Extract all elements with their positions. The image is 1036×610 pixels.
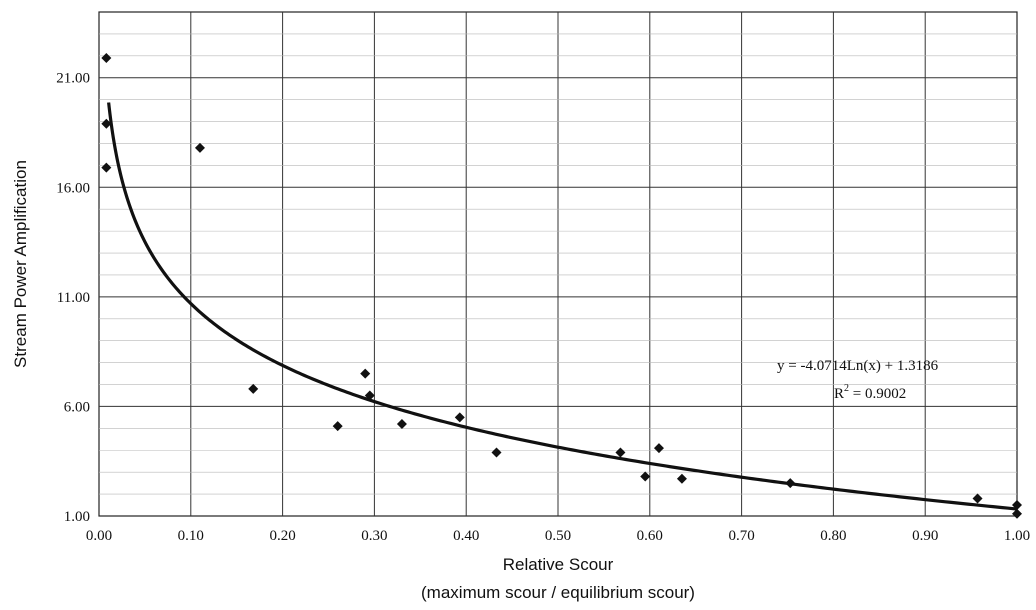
r-squared-value: = 0.9002 — [849, 386, 906, 402]
data-point — [364, 390, 375, 401]
y-tick-labels: 1.00 6.00 11.00 16.00 21.00 — [56, 71, 90, 525]
trendline-equation: y = -4.0714Ln(x) + 1.3186 — [777, 358, 939, 374]
x-tick-label: 0.80 — [820, 528, 846, 544]
x-tick-label: 0.20 — [269, 528, 295, 544]
x-tick-label: 1.00 — [1004, 528, 1030, 544]
x-tick-label: 0.70 — [728, 528, 754, 544]
x-tick-label: 0.90 — [912, 528, 938, 544]
data-point — [194, 142, 205, 153]
data-point — [101, 162, 112, 173]
x-tick-label: 0.60 — [637, 528, 663, 544]
y-tick-label: 6.00 — [64, 399, 90, 415]
data-point — [676, 473, 687, 484]
x-tick-label: 0.10 — [178, 528, 204, 544]
x-tick-labels: 0.00 0.10 0.20 0.30 0.40 0.50 0.60 0.70 0.80 0.90… — [86, 528, 1030, 544]
data-point — [332, 421, 343, 432]
r-squared-label: R2 = 0.9002 — [834, 383, 906, 402]
y-tick-label: 21.00 — [56, 71, 90, 87]
data-point — [1012, 500, 1022, 511]
data-point — [972, 493, 983, 504]
data-point — [785, 478, 796, 489]
data-point — [360, 368, 371, 379]
x-tick-label: 0.30 — [361, 528, 387, 544]
data-point — [615, 447, 626, 458]
gridlines — [99, 12, 1017, 516]
x-tick-label: 0.50 — [545, 528, 571, 544]
x-tick-label: 0.40 — [453, 528, 479, 544]
data-point — [396, 418, 407, 429]
data-point — [491, 447, 502, 458]
data-point — [653, 443, 664, 454]
x-axis-title: Relative Scour — [503, 555, 614, 574]
data-points — [101, 53, 1022, 519]
data-point — [101, 53, 112, 64]
x-axis-subtitle: (maximum scour / equilibrium scour) — [421, 583, 695, 602]
data-point — [640, 471, 651, 482]
y-axis-title: Stream Power Amplification — [11, 160, 30, 368]
data-point — [248, 383, 259, 394]
y-tick-label: 1.00 — [64, 509, 90, 525]
data-point — [101, 118, 112, 129]
r-squared-r: R — [834, 386, 844, 402]
x-tick-label: 0.00 — [86, 528, 112, 544]
y-tick-label: 11.00 — [57, 290, 90, 306]
data-point — [454, 412, 465, 423]
y-tick-label: 16.00 — [56, 180, 90, 196]
r-squared-exponent: 2 — [844, 383, 849, 394]
data-point — [1012, 508, 1022, 519]
